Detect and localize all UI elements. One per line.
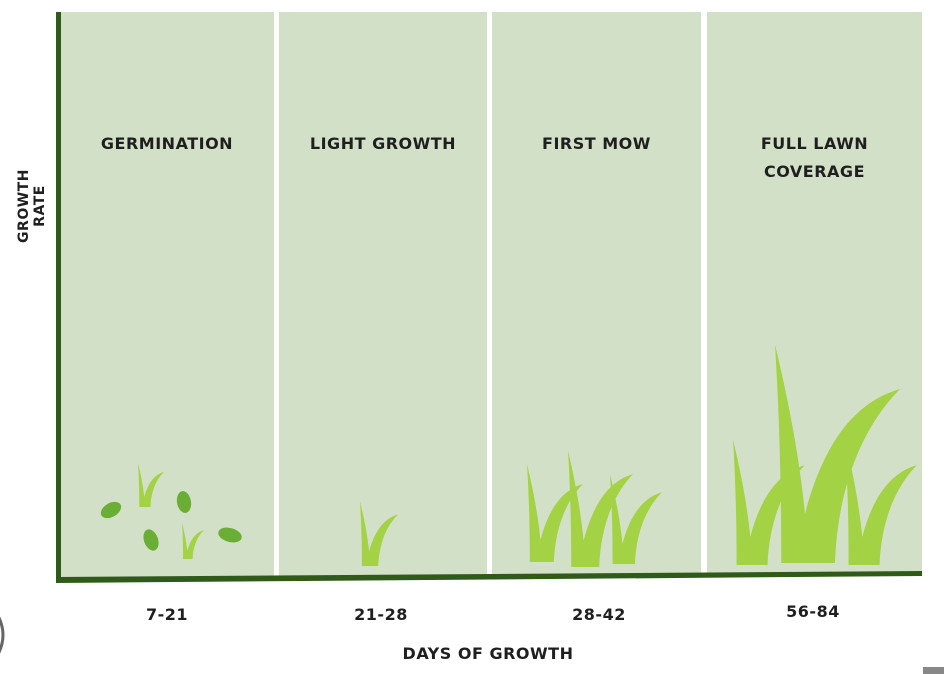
stage-title-full-lawn: FULL LAWN COVERAGE [760,134,869,181]
y-axis-line [56,12,61,582]
panel-light-growth [279,12,487,576]
y-axis-label: GROWTH RATE [16,169,48,243]
stage-panels [60,12,922,578]
panel-full-lawn [707,12,922,574]
stage-title-first-mow: FIRST MOW [542,134,651,153]
days-label-full-lawn: 56-84 [786,602,840,621]
stage-title-germination: GERMINATION [100,134,234,153]
edge-arc-icon [0,616,5,654]
panel-first-mow [492,12,701,575]
days-label-germination: 7-21 [145,605,189,624]
x-axis-line [56,571,922,583]
stage-title-light-growth: LIGHT GROWTH [309,134,457,153]
x-axis-label: DAYS OF GROWTH [402,644,574,663]
seeds-icon [100,491,242,551]
days-label-light-growth: 21-28 [354,605,408,624]
corner-bar [923,667,944,674]
panel-germination [60,12,274,578]
days-label-first-mow: 28-42 [572,605,626,624]
